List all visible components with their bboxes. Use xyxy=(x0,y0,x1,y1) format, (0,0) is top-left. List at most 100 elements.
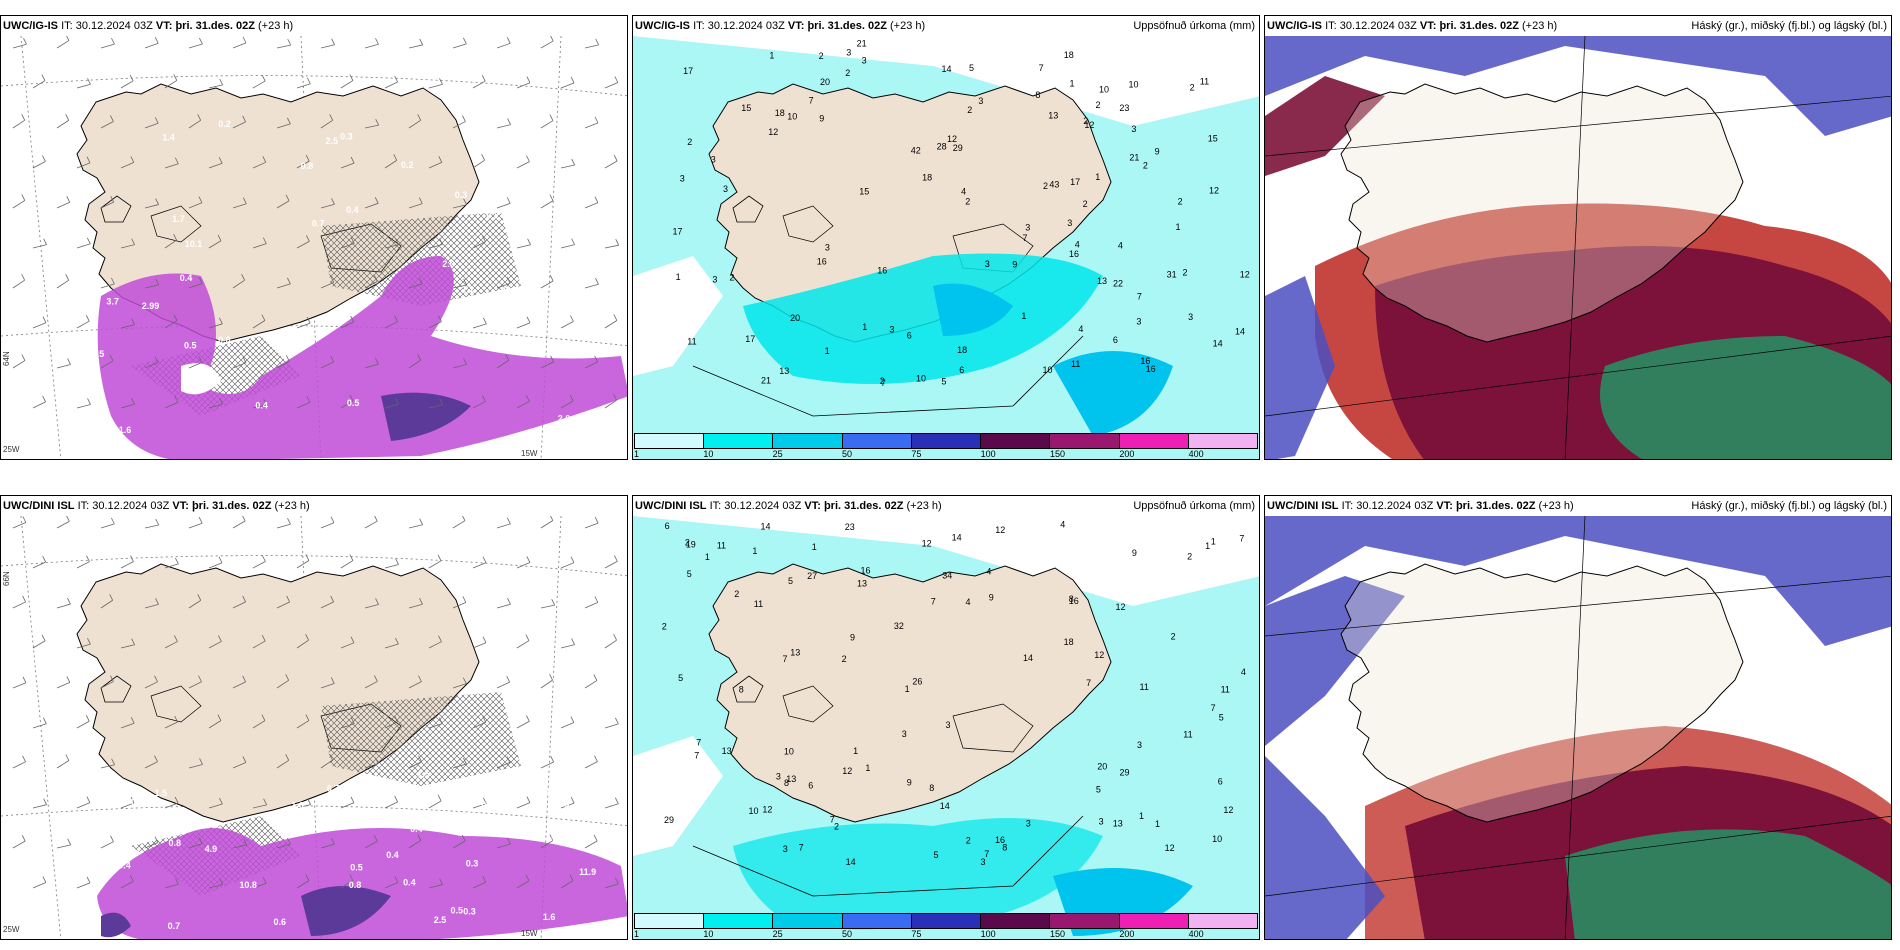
wind-barb xyxy=(472,881,486,889)
wind-barb xyxy=(12,43,27,49)
wind-barb-flag xyxy=(438,717,443,724)
precip-rate-label: 1.5 xyxy=(417,770,430,780)
panel-cloud-row1: UWC/IG-IS IT: 30.12.2024 03Z VT: þri. 31… xyxy=(1264,15,1892,460)
wind-barb-flag xyxy=(526,155,530,162)
precip-value-label: 3 xyxy=(776,771,781,781)
cloud-layers xyxy=(1265,516,1891,939)
wind-barb xyxy=(144,681,158,689)
wind-barb-flag xyxy=(198,517,203,524)
wind-barb xyxy=(232,520,246,529)
wind-barb-flag xyxy=(461,514,466,521)
wind-barb xyxy=(76,643,91,649)
wind-barb-flag xyxy=(86,156,91,164)
precip-rate-label: 0.7 xyxy=(312,219,325,229)
dry-area xyxy=(633,736,723,856)
precip-rate-label: 0.4 xyxy=(180,273,193,283)
wind-barb xyxy=(428,723,443,729)
wind-barb-flag xyxy=(262,877,267,884)
wind-barb-flag xyxy=(375,38,379,45)
precip-value-label: 2 xyxy=(1083,199,1088,209)
precip-rate-label: 0.1 xyxy=(566,824,579,834)
wind-barb-flag xyxy=(330,677,335,684)
wind-barb-flag xyxy=(22,755,26,762)
panel-product-title: Háský (gr.), miðský (fj.bl.) og lágský (… xyxy=(1691,500,1887,512)
wind-barb-flag xyxy=(437,554,442,561)
wind-barb xyxy=(560,644,575,649)
precip-rate-label: 10.1 xyxy=(185,239,203,249)
wind-barb xyxy=(384,321,398,329)
wind-barb-flag xyxy=(394,75,399,83)
wind-barb xyxy=(472,80,486,89)
wind-barb-flag xyxy=(549,114,554,121)
wind-barb xyxy=(208,562,223,569)
wind-barb-flag xyxy=(199,758,203,765)
wind-barb-flag xyxy=(549,274,554,282)
panel-precip-row2: UWC/DINI ISL IT: 30.12.2024 03Z VT: þri.… xyxy=(632,495,1260,940)
wind-barb-flag xyxy=(85,315,90,322)
wind-barb xyxy=(320,119,333,129)
wind-barb xyxy=(100,841,114,849)
longitude-line-15w xyxy=(540,35,562,459)
precip-value-label: 16 xyxy=(1069,596,1079,606)
wind-barb xyxy=(540,280,554,289)
wind-barb xyxy=(472,642,487,649)
precip-value-label: 12 xyxy=(995,525,1005,535)
wind-barb xyxy=(100,523,115,529)
wind-barb-flag xyxy=(154,356,159,363)
wind-barb xyxy=(408,203,423,209)
wind-barb xyxy=(12,682,27,689)
precip-value-label: 1 xyxy=(812,542,817,552)
wind-barb-flag xyxy=(350,237,355,244)
wind-barb xyxy=(252,243,267,249)
wind-barb xyxy=(208,84,223,89)
wind-barb xyxy=(208,720,222,729)
iceland-landmass xyxy=(708,563,1112,823)
wind-barb-flag xyxy=(349,874,354,881)
precip-value-label: 4 xyxy=(986,566,991,576)
precip-value-label: 12 xyxy=(922,538,932,548)
wind-barb-flag xyxy=(613,393,617,401)
precip-rate-label: 1.4 xyxy=(162,132,175,142)
wind-barb-flag xyxy=(614,797,619,804)
it-label: IT: xyxy=(709,500,722,512)
wind-barb-flag xyxy=(23,38,27,45)
wind-barb xyxy=(340,80,354,89)
panel-cloud-row2: UWC/DINI ISL IT: 30.12.2024 03Z VT: þri.… xyxy=(1264,495,1892,940)
precip-rate-label: 0.2 xyxy=(466,311,479,321)
wind-barb xyxy=(76,320,90,329)
wind-barb-flag xyxy=(613,633,617,641)
precip-value-label: 34 xyxy=(942,570,952,580)
glacier-outline xyxy=(782,685,834,723)
wind-barb xyxy=(604,160,618,169)
legend-swatch xyxy=(635,434,705,448)
wind-barb-flag xyxy=(419,38,424,46)
wind-barb-flag xyxy=(173,314,178,321)
wind-barb xyxy=(516,880,530,889)
precip-value-label: 15 xyxy=(741,103,751,113)
legend-swatch xyxy=(704,914,774,928)
precip-value-label: 43 xyxy=(1049,180,1059,190)
wind-barb xyxy=(604,639,617,649)
wind-barb-flag xyxy=(131,318,135,325)
wind-barb xyxy=(560,400,574,409)
wind-barbs xyxy=(12,514,619,889)
precip-value-label: 7 xyxy=(783,654,788,664)
legend-swatch xyxy=(981,914,1051,928)
vt-value: þri. 31.des. 02Z xyxy=(823,500,904,512)
wind-barb-flag xyxy=(42,395,46,403)
wind-barb-flag xyxy=(482,876,487,883)
wind-barb-flag xyxy=(305,154,310,162)
wind-barb-flag xyxy=(219,398,223,405)
legend-swatch xyxy=(773,434,843,448)
wind-barb xyxy=(384,403,399,409)
precip-value-label: 10 xyxy=(784,746,794,756)
wind-barb-flag xyxy=(350,636,355,643)
legend-tick-label: 75 xyxy=(911,929,922,939)
wind-barb xyxy=(540,840,554,849)
precip-value-label: 6 xyxy=(959,365,964,375)
precip-value-label: 16 xyxy=(817,257,827,267)
wind-barb-flag xyxy=(551,598,556,606)
precip-value-label: 2 xyxy=(1171,631,1176,641)
wind-barb xyxy=(188,681,202,689)
wind-barb xyxy=(296,322,311,329)
